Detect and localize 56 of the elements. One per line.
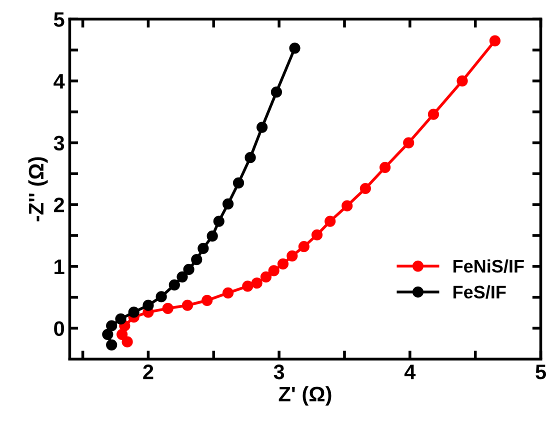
- point: [206, 230, 218, 242]
- point: [244, 152, 256, 164]
- point: [403, 137, 414, 148]
- point: [222, 198, 234, 210]
- point: [256, 122, 268, 133]
- y-tick-label: 5: [54, 12, 64, 27]
- y-axis-title: -Z'' (Ω): [28, 157, 48, 222]
- point: [183, 264, 194, 276]
- point: [122, 336, 133, 348]
- point: [142, 300, 154, 311]
- point: [202, 294, 213, 306]
- point: [213, 216, 224, 227]
- point: [270, 86, 282, 98]
- x-axis-title: Z' (Ω): [278, 386, 332, 406]
- y-tick-label: 1: [54, 260, 64, 274]
- y-tick-label: 0: [54, 321, 64, 336]
- point: [289, 42, 300, 54]
- point: [106, 339, 118, 350]
- point: [342, 200, 353, 212]
- point: [428, 108, 440, 120]
- point: [260, 271, 272, 282]
- point: [456, 75, 468, 86]
- point: [380, 162, 391, 174]
- point: [489, 35, 501, 46]
- point: [268, 265, 280, 276]
- point: [176, 271, 188, 282]
- x-tick-label: 5: [536, 364, 546, 380]
- point: [198, 242, 209, 254]
- y-tick-label: 3: [54, 136, 64, 151]
- point: [116, 328, 128, 340]
- x-tick-label: 4: [404, 364, 416, 380]
- point: [251, 278, 262, 289]
- y-tick-label: 4: [54, 74, 65, 88]
- point: [168, 279, 180, 290]
- point: [298, 241, 310, 252]
- x-tick-label: 3: [274, 364, 284, 380]
- point: [106, 320, 118, 332]
- y-tick-label: 2: [54, 198, 64, 212]
- legend-label: FeNiS/IF: [453, 259, 524, 273]
- point: [102, 328, 114, 340]
- point: [311, 229, 323, 240]
- point: [286, 250, 298, 262]
- point: [232, 177, 244, 188]
- point: [277, 258, 289, 270]
- point: [242, 280, 254, 292]
- point: [360, 182, 371, 194]
- point: [324, 216, 336, 227]
- legend-label: FeS/IF: [453, 285, 506, 299]
- point: [115, 313, 126, 324]
- point: [156, 291, 167, 302]
- point: [128, 306, 140, 318]
- point: [222, 287, 234, 299]
- x-tick-label: 2: [143, 364, 154, 380]
- point: [191, 254, 202, 266]
- point: [162, 302, 174, 314]
- point: [182, 300, 194, 311]
